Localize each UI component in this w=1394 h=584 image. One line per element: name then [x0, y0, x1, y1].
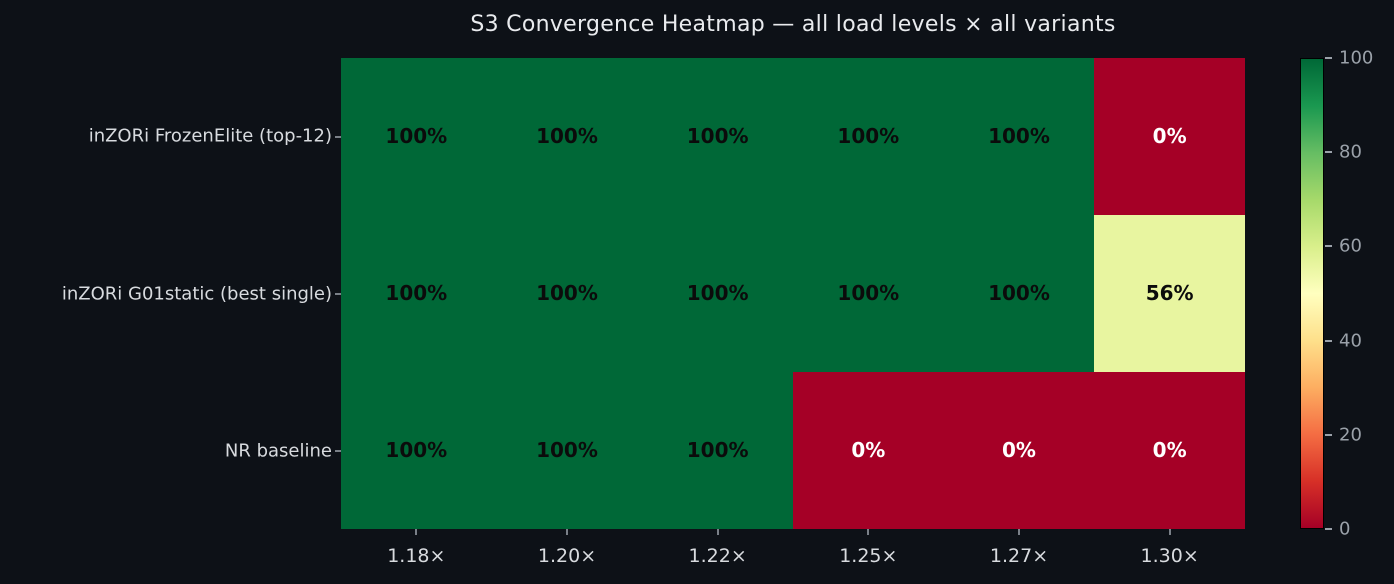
x-tick-label: 1.25× [839, 545, 898, 567]
heatmap-cell-value: 100% [536, 281, 598, 306]
heatmap-cell: 100% [491, 371, 643, 529]
colorbar-tick-label: 20 [1339, 424, 1362, 446]
heatmap-grid: 100% 100% 100% 100% 100% 0% 100% 100% 100% 100% 10… [341, 58, 1245, 529]
heatmap-cell-value: 100% [837, 124, 900, 149]
heatmap-cell-value: 100% [536, 124, 598, 149]
x-tick-label: 1.18× [387, 545, 446, 567]
colorbar-tick-label: 100 [1339, 47, 1374, 69]
heatmap-cell-value: 100% [385, 438, 448, 463]
heatmap-cell-value: 0% [1152, 124, 1187, 149]
heatmap-cell: 0% [793, 371, 944, 529]
x-axis-tick-mark [415, 529, 418, 535]
heatmap-cell-value: 100% [686, 281, 749, 306]
x-axis-tick-mark [566, 529, 568, 535]
x-tick-label: 1.22× [688, 545, 747, 567]
x-tick-label: 1.27× [989, 545, 1049, 567]
y-axis-tick-mark [335, 292, 341, 295]
heatmap-cell-value: 0% [1152, 438, 1187, 463]
colorbar-tick-mark [1325, 433, 1332, 436]
y-axis: inZORi FrozenElite (top-12) inZORi G01sta… [0, 58, 332, 529]
chart-title: S3 Convergence Heatmap — all load levels… [470, 12, 1116, 37]
colorbar-tick-mark [1325, 57, 1332, 59]
y-tick-label: NR baseline [224, 440, 332, 461]
heatmap-cell-value: 100% [536, 438, 598, 463]
heatmap-cell-value: 100% [988, 124, 1050, 149]
heatmap-cell: 100% [642, 371, 793, 529]
y-tick-label: inZORi G01static (best single) [61, 283, 332, 304]
heatmap-cell-value: 100% [686, 438, 749, 463]
colorbar-tick-label: 40 [1339, 330, 1362, 352]
heatmap-cell: 100% [642, 58, 793, 215]
heatmap-cell: 100% [642, 214, 793, 372]
x-axis-tick-mark [1168, 529, 1171, 535]
colorbar-tick-mark [1325, 528, 1332, 530]
x-axis-tick-mark [867, 529, 870, 535]
x-axis: 1.18× 1.20× 1.22× 1.25× 1.27× 1.30× [341, 545, 1245, 575]
heatmap-cell: 56% [1094, 214, 1245, 372]
x-axis-tick-mark [716, 529, 719, 535]
heatmap-cell: 0% [1094, 58, 1245, 215]
heatmap-cell-value: 100% [988, 281, 1050, 306]
colorbar-tick-mark [1325, 339, 1332, 342]
heatmap-cell-value: 100% [686, 124, 749, 149]
y-axis-tick-mark [335, 135, 341, 138]
heatmap-cell: 0% [1094, 371, 1245, 529]
x-axis-tick-mark [1018, 529, 1020, 535]
heatmap-cell-value: 100% [385, 124, 448, 149]
colorbar-tick-mark [1325, 245, 1332, 248]
heatmap-cell-value: 0% [851, 438, 886, 463]
colorbar-tick-label: 60 [1339, 235, 1362, 257]
heatmap-cell: 100% [341, 371, 492, 529]
heatmap-cell-value: 100% [385, 281, 448, 306]
y-tick-label: inZORi FrozenElite (top-12) [88, 125, 332, 147]
heatmap-cell: 100% [341, 214, 492, 372]
heatmap-cell: 100% [943, 214, 1095, 372]
heatmap-cell: 100% [943, 58, 1095, 215]
colorbar-ticks: 0 20 40 60 80 100 [1325, 48, 1394, 540]
heatmap-cell: 100% [341, 58, 492, 215]
x-tick-label: 1.30× [1140, 545, 1199, 567]
y-axis-tick-mark [335, 449, 341, 452]
colorbar-tick-mark [1325, 151, 1332, 154]
heatmap-cell: 100% [793, 58, 944, 215]
heatmap-cell-value: 0% [1002, 438, 1036, 463]
heatmap-cell: 100% [491, 214, 643, 372]
colorbar-tick-label: 0 [1339, 518, 1351, 540]
heatmap-cell-value: 56% [1145, 281, 1194, 306]
heatmap-cell: 100% [491, 58, 643, 215]
x-tick-label: 1.20× [537, 545, 597, 567]
colorbar [1300, 58, 1324, 529]
heatmap-cell: 100% [793, 214, 944, 372]
heatmap-cell: 0% [943, 371, 1095, 529]
heatmap-cell-value: 100% [837, 281, 900, 306]
colorbar-tick-label: 80 [1339, 141, 1362, 163]
